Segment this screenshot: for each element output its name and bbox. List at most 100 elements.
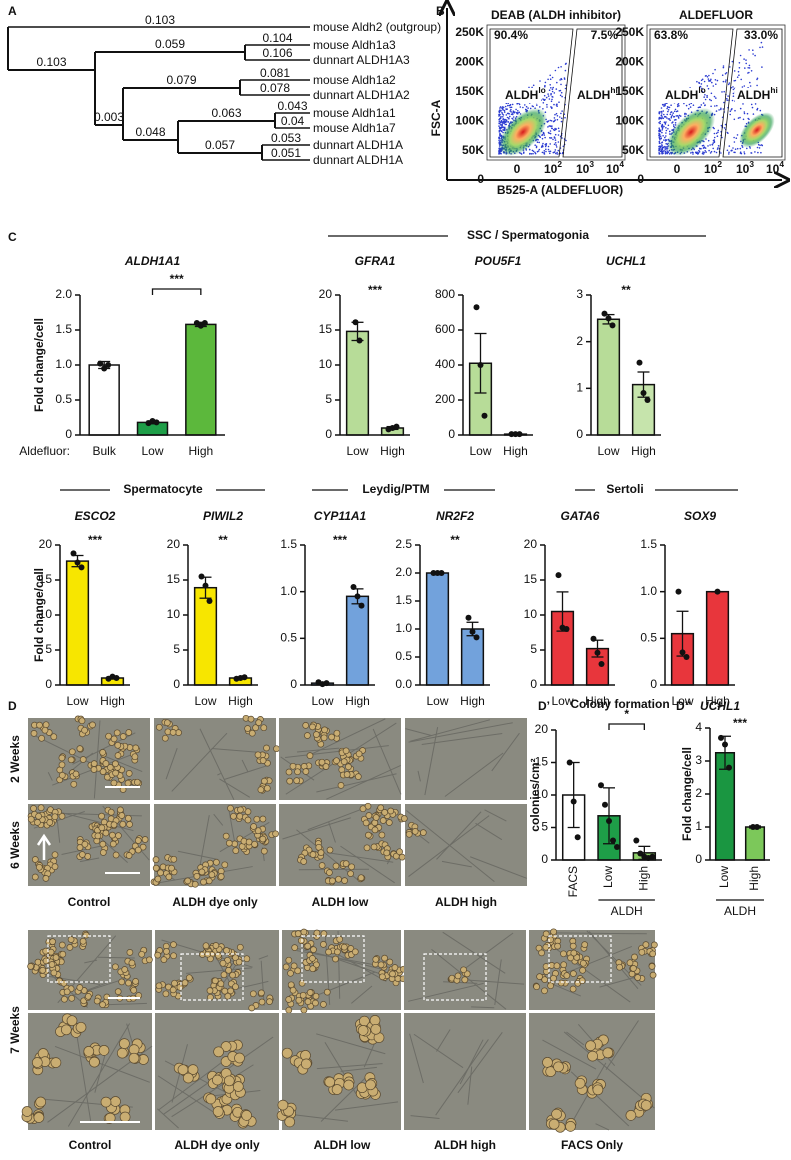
cell	[90, 760, 98, 767]
flow-event	[760, 144, 763, 146]
flow-event	[733, 151, 735, 154]
flow-event	[728, 151, 730, 154]
flow-event	[722, 80, 725, 83]
flow-event	[723, 127, 726, 129]
flow-event	[500, 115, 502, 118]
cell	[176, 983, 184, 991]
cell	[131, 753, 139, 761]
flow-event	[700, 104, 703, 106]
flow-event	[733, 70, 736, 72]
cell	[68, 994, 76, 1002]
cell	[98, 1045, 110, 1056]
flow-event	[663, 139, 665, 141]
flow-event	[557, 149, 560, 152]
flow-event	[543, 134, 546, 136]
data-point	[679, 649, 686, 656]
flow-event	[506, 116, 509, 119]
flow-event	[554, 142, 557, 144]
flow-event	[687, 107, 690, 110]
cell	[277, 1099, 289, 1111]
cell	[121, 966, 129, 973]
flow-event	[714, 79, 717, 81]
cell	[89, 1056, 100, 1068]
flow-event	[661, 147, 664, 150]
micrograph-texture	[340, 1066, 377, 1072]
flow-event	[558, 130, 560, 132]
flow-event	[756, 84, 758, 87]
cell	[170, 952, 177, 960]
flow-event	[502, 126, 505, 128]
cell	[304, 732, 311, 739]
cell	[263, 784, 271, 792]
micrograph	[405, 804, 527, 886]
flow-event	[750, 152, 752, 154]
cell	[152, 856, 160, 863]
flow-event	[555, 112, 558, 115]
flow-event	[710, 150, 713, 153]
flow-event	[666, 113, 668, 116]
data-point	[465, 614, 472, 621]
flow-event	[668, 153, 671, 155]
micrograph-texture	[459, 1039, 484, 1085]
cell	[152, 864, 160, 872]
flow-event	[549, 84, 551, 86]
flow-event	[698, 149, 700, 152]
cell	[187, 1064, 199, 1075]
flow-event	[712, 147, 714, 150]
flow-event	[658, 136, 661, 139]
data-point	[469, 628, 476, 635]
flow-event	[549, 152, 551, 155]
cell	[542, 963, 550, 970]
flow-event	[665, 127, 667, 129]
flow-event	[534, 144, 536, 146]
cell	[229, 971, 236, 979]
cell	[102, 760, 110, 767]
flow-event	[560, 78, 563, 81]
flow-event	[504, 105, 507, 108]
flow-event	[556, 153, 559, 155]
cell	[244, 816, 252, 824]
flow-event	[721, 74, 724, 76]
flow-event	[666, 117, 668, 119]
group-label: ALDH	[724, 904, 756, 918]
x-tick-label: Low	[141, 444, 163, 458]
data-point	[74, 559, 81, 566]
micrograph-texture	[566, 1031, 585, 1046]
flow-event	[512, 110, 515, 112]
gate-label-base: ALDH	[505, 88, 538, 102]
cell	[286, 777, 294, 785]
branch-length: 0.04	[281, 114, 305, 128]
flow-event	[726, 131, 729, 134]
cell	[119, 1111, 131, 1123]
y-tick-label: 1.0	[280, 584, 297, 598]
flow-event	[548, 132, 550, 134]
flow-event	[704, 98, 707, 101]
flow-event	[712, 72, 714, 75]
cell	[60, 1024, 72, 1036]
cell	[383, 849, 391, 857]
flow-event	[685, 113, 687, 115]
cell	[263, 744, 270, 752]
cell	[322, 763, 330, 770]
flow-event	[699, 106, 702, 108]
data-point	[633, 837, 640, 844]
flow-event	[704, 147, 707, 149]
flow-event	[666, 106, 669, 108]
flow-event	[678, 105, 680, 107]
x-tick-label: High	[345, 694, 370, 708]
chart-title: POU5F1	[475, 254, 522, 268]
flow-event	[715, 132, 718, 135]
cell	[212, 1074, 223, 1086]
cell	[112, 769, 119, 777]
cell	[170, 855, 178, 863]
cell	[58, 812, 66, 820]
flow-event	[510, 108, 512, 111]
cell	[259, 757, 267, 764]
flow-event	[716, 104, 718, 107]
flow-event	[564, 69, 567, 72]
flow-event	[559, 94, 562, 97]
flow-event	[544, 145, 547, 148]
cell	[362, 819, 370, 827]
cell	[638, 948, 646, 956]
flow-event	[542, 102, 545, 104]
